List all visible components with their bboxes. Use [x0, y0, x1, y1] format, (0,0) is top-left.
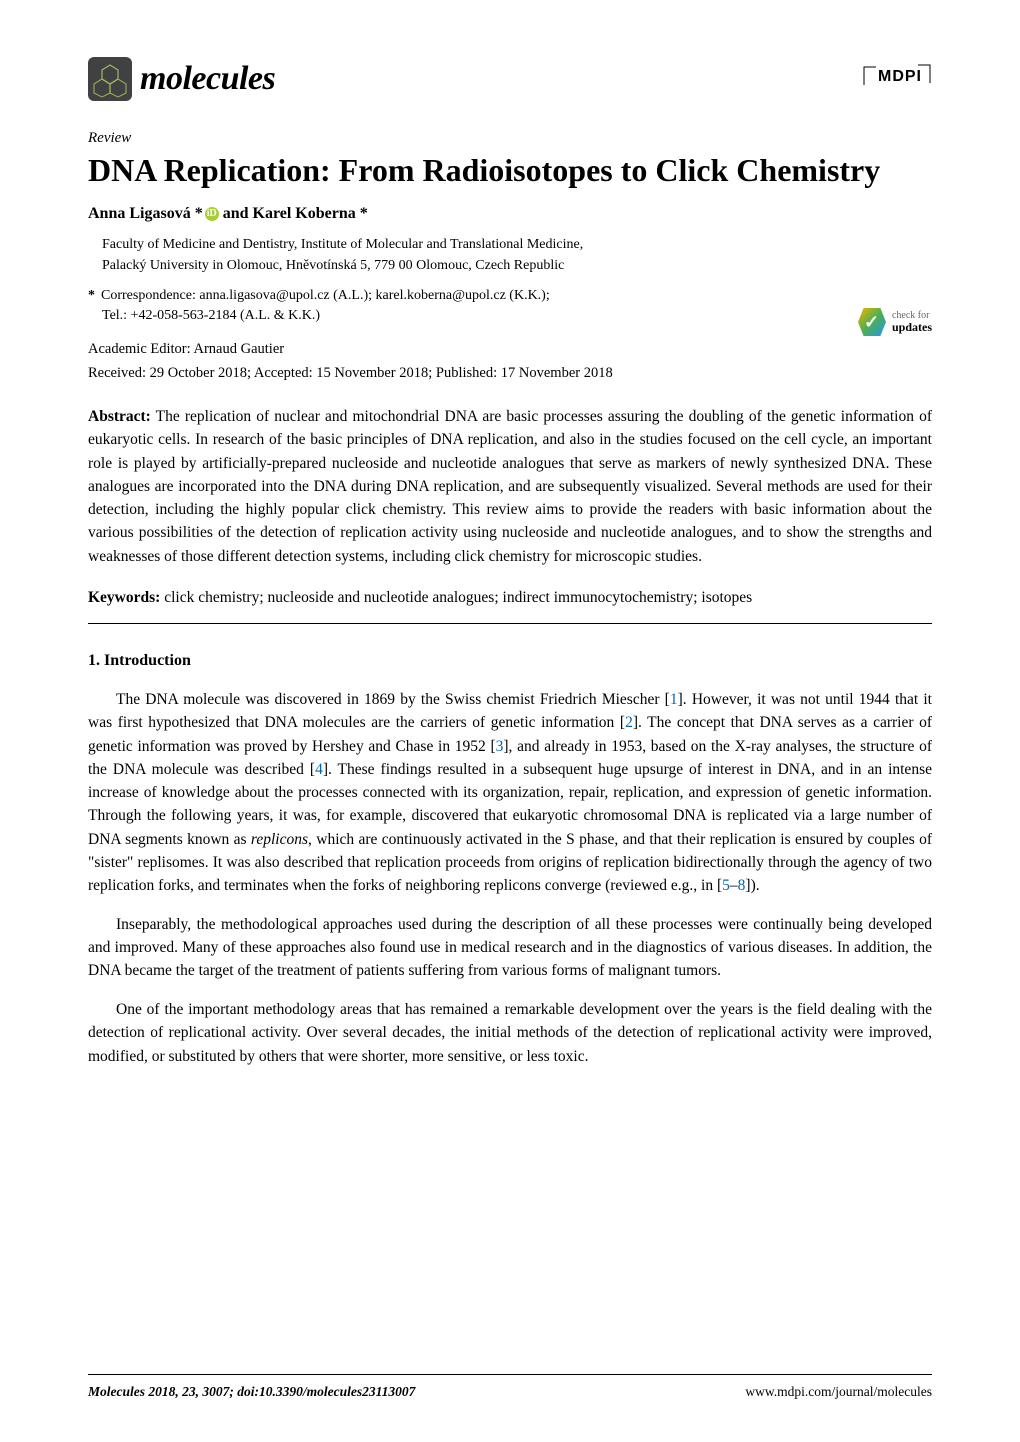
publication-dates: Received: 29 October 2018; Accepted: 15 … [88, 363, 932, 383]
correspondence: *Correspondence: anna.ligasova@upol.cz (… [88, 286, 932, 327]
citation-ref[interactable]: 2 [625, 714, 633, 731]
keywords: Keywords: click chemistry; nucleoside an… [88, 586, 932, 609]
editor-name: Arnaud Gautier [194, 341, 285, 357]
correspondence-marker: * [88, 288, 101, 303]
correspondence-text: Correspondence: anna.ligasova@upol.cz (A… [101, 288, 550, 303]
author-name: Anna Ligasová * [88, 205, 203, 222]
abstract-text: The replication of nuclear and mitochond… [88, 408, 932, 565]
author-name: and Karel Koberna * [219, 205, 368, 222]
keywords-text: click chemistry; nucleoside and nucleoti… [164, 589, 752, 606]
header-bar: molecules MDPI [88, 55, 932, 103]
affiliation: Faculty of Medicine and Dentistry, Insti… [88, 235, 932, 276]
article-title: DNA Replication: From Radioisotopes to C… [88, 151, 932, 189]
body-paragraph: Inseparably, the methodological approach… [88, 913, 932, 983]
editor-label: Academic Editor: [88, 341, 191, 357]
publisher-logo: MDPI [862, 61, 932, 96]
affiliation-line: Palacký University in Olomouc, Hněvotíns… [102, 256, 932, 276]
journal-icon [88, 57, 132, 101]
journal-name: molecules [140, 55, 275, 103]
italic-term: replicons [251, 831, 308, 848]
article-type: Review [88, 128, 932, 149]
body-paragraph: The DNA molecule was discovered in 1869 … [88, 688, 932, 897]
separator-rule [88, 623, 932, 624]
check-updates-icon [858, 308, 886, 336]
svg-text:MDPI: MDPI [878, 68, 922, 85]
affiliation-line: Faculty of Medicine and Dentistry, Insti… [102, 235, 932, 255]
abstract: Abstract: The replication of nuclear and… [88, 405, 932, 568]
orcid-icon[interactable]: iD [205, 207, 219, 221]
journal-logo: molecules [88, 55, 275, 103]
abstract-label: Abstract: [88, 408, 151, 425]
telephone-text: Tel.: +42-058-563-2184 (A.L. & K.K.) [88, 306, 932, 326]
keywords-label: Keywords: [88, 589, 160, 606]
section-heading: 1. Introduction [88, 650, 932, 672]
page-footer: Molecules 2018, 23, 3007; doi:10.3390/mo… [88, 1374, 932, 1402]
check-updates-badge[interactable]: check for updates [858, 308, 932, 336]
citation-ref[interactable]: 5 [722, 877, 730, 894]
check-updates-text: check for updates [892, 311, 932, 333]
body-paragraph: One of the important methodology areas t… [88, 998, 932, 1068]
citation-ref[interactable]: 4 [315, 761, 323, 778]
mdpi-icon: MDPI [862, 61, 932, 89]
footer-citation: Molecules 2018, 23, 3007; doi:10.3390/mo… [88, 1383, 415, 1402]
citation-ref[interactable]: 1 [670, 691, 678, 708]
academic-editor: Academic Editor: Arnaud Gautier [88, 339, 932, 359]
authors: Anna Ligasová *iD and Karel Koberna * [88, 203, 932, 225]
footer-url[interactable]: www.mdpi.com/journal/molecules [745, 1383, 932, 1402]
